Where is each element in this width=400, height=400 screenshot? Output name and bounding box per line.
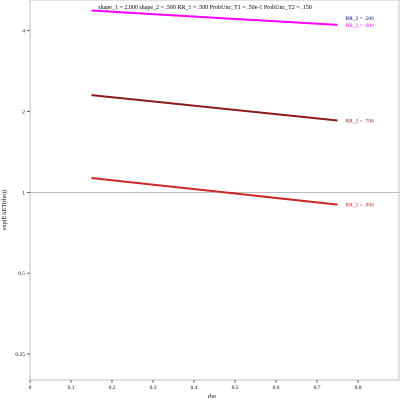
y-tick-label: 0.25 <box>15 352 25 358</box>
plot-frame <box>29 0 400 381</box>
x-axis: 0 0.1 0.2 0.3 0.4 0.5 0.6 0.7 0.8 <box>29 380 362 391</box>
series-label: RR_2 = .500 <box>346 16 375 22</box>
x-tick-label: 0.3 <box>150 385 157 391</box>
y-tick-label: 1 <box>22 190 25 196</box>
x-tick-label: 0.8 <box>355 385 362 391</box>
series-lines <box>91 9 338 206</box>
x-tick-label: 0 <box>29 385 32 391</box>
x-axis-label: rho <box>208 394 216 400</box>
y-tick-label: 2 <box>22 109 25 115</box>
x-tick-label: 0.1 <box>68 385 75 391</box>
y-tick-label: 0.5 <box>18 271 25 277</box>
series-line <box>91 94 338 122</box>
series-line <box>91 177 338 206</box>
chart-title: shape_1 = 2.000 shape_2 = .500 RR_1 = .5… <box>98 5 311 11</box>
series-line <box>91 9 338 26</box>
x-tick-label: 0.2 <box>109 385 116 391</box>
y-tick-label: 4 <box>22 29 25 35</box>
series-label: RR_2 = .800 <box>346 203 375 209</box>
y-axis-label: exp(EAET(rho)) <box>1 190 8 230</box>
x-tick-label: 0.7 <box>314 385 321 391</box>
x-tick-label: 0.4 <box>191 385 198 391</box>
x-tick-label: 0.5 <box>232 385 239 391</box>
x-tick-label: 0.6 <box>273 385 280 391</box>
series-label: RR_2 = .700 <box>346 119 375 125</box>
y-axis: 0.25 0.5 1 2 4 <box>15 29 30 358</box>
series-label: RR_2 = .600 <box>346 23 375 29</box>
